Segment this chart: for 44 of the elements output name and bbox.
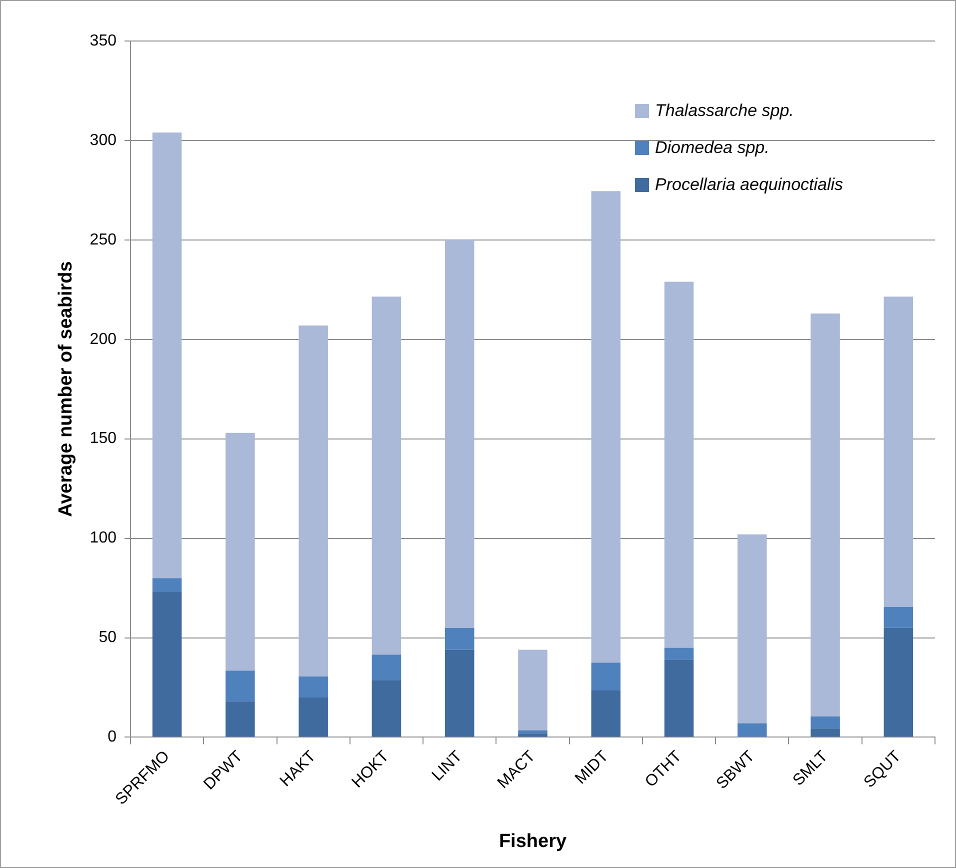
bar <box>226 670 255 702</box>
bar <box>591 690 621 737</box>
y-tick-label: 0 <box>108 728 117 746</box>
bar <box>664 648 694 660</box>
legend-label: Thalassarche spp. <box>655 101 794 121</box>
y-tick-label: 250 <box>90 231 117 248</box>
bar <box>444 650 474 737</box>
bar <box>298 697 328 737</box>
bar <box>664 660 694 737</box>
bar <box>226 432 255 671</box>
y-axis-title: Average number of seabirds <box>56 261 77 518</box>
bar <box>444 628 474 650</box>
bar <box>810 716 840 728</box>
bar <box>884 628 914 737</box>
bar <box>664 282 694 648</box>
bar <box>152 578 182 592</box>
y-tick-label: 350 <box>90 32 117 50</box>
bar <box>518 733 548 737</box>
y-tick-label: 300 <box>90 132 117 149</box>
bar <box>738 534 767 724</box>
x-axis-title: Fishery <box>498 830 567 852</box>
bar <box>738 723 767 737</box>
bar <box>298 325 328 677</box>
bar <box>810 314 840 716</box>
y-tick-label: 200 <box>90 330 117 348</box>
bar <box>226 701 255 737</box>
bar <box>372 680 402 737</box>
bar <box>884 606 914 628</box>
bar <box>591 662 621 690</box>
bar <box>591 191 621 663</box>
bar <box>298 676 328 698</box>
y-tick-label: 50 <box>98 629 117 646</box>
bar <box>444 240 474 628</box>
bar <box>884 296 914 607</box>
legend-label: Diomedea spp. <box>655 138 770 158</box>
bar <box>372 296 402 655</box>
legend-label: Procellaria aequinoctialis <box>655 175 844 195</box>
y-tick-label: 100 <box>90 530 117 547</box>
bar <box>152 592 182 737</box>
bar <box>810 728 840 737</box>
bar <box>518 650 548 730</box>
bar <box>372 654 402 681</box>
y-tick-label: 150 <box>90 430 117 448</box>
bar <box>152 132 182 578</box>
